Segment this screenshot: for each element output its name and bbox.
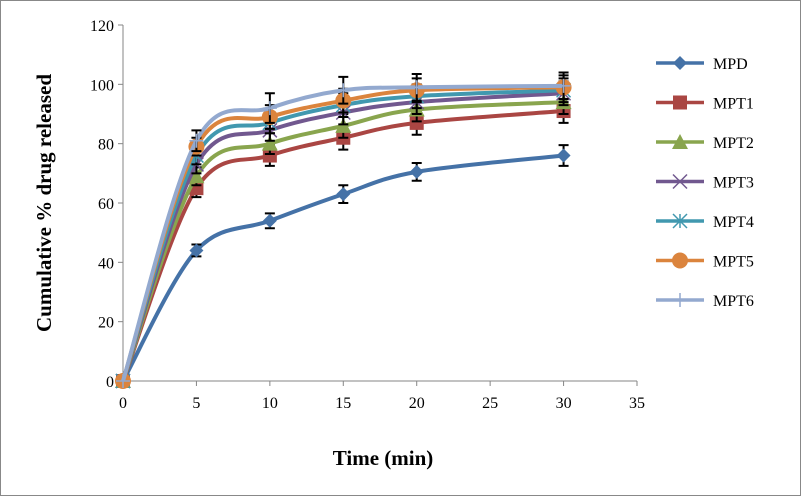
legend-label: MPT6 [713, 293, 754, 310]
series-line [121, 109, 564, 382]
series-line [121, 153, 564, 382]
legend-marker [672, 173, 688, 190]
legend-label: MPT4 [713, 214, 754, 231]
y-tick-label: 120 [90, 18, 114, 35]
data-point [261, 135, 278, 151]
legend-item: MPT1 [656, 95, 754, 113]
data-point [188, 168, 205, 184]
y-tick-label: 40 [98, 255, 114, 272]
x-tick-label: 20 [409, 395, 425, 412]
x-axis-label: Time (min) [333, 446, 434, 470]
legend-label: MPT1 [713, 96, 754, 113]
data-point [556, 148, 571, 163]
legend-item: MPT5 [656, 252, 754, 271]
data-point [409, 80, 424, 95]
series-mpt1 [116, 98, 571, 388]
data-point [409, 115, 424, 130]
data-point [409, 164, 424, 179]
x-tick-label: 15 [335, 395, 351, 412]
legend-item: MPD [656, 56, 748, 73]
data-point [262, 213, 277, 228]
x-tick-label: 5 [192, 395, 200, 412]
legend-label: MPT5 [713, 254, 754, 271]
x-tick-label: 0 [119, 395, 127, 412]
legend-marker [672, 134, 688, 149]
legend-item: MPT6 [656, 293, 754, 310]
series-line [121, 83, 564, 382]
legend-marker [672, 213, 688, 229]
data-point [262, 101, 277, 116]
x-tick-label: 35 [629, 395, 645, 412]
data-point [116, 374, 130, 388]
series-mpt6 [116, 71, 571, 388]
y-tick-label: 100 [90, 77, 114, 94]
data-point [262, 148, 277, 163]
y-tick-label: 20 [98, 315, 114, 332]
y-tick-label: 80 [98, 137, 114, 154]
legend-marker [673, 293, 687, 307]
legend-item: MPT3 [656, 173, 754, 192]
legend-item: MPT2 [656, 134, 754, 152]
data-point [336, 83, 351, 98]
legend-label: MPT3 [713, 175, 754, 192]
y-tick-label: 60 [98, 196, 114, 213]
data-point [189, 243, 204, 258]
x-tick-label: 25 [482, 395, 498, 412]
legend-marker [672, 252, 688, 269]
legend-item: MPT4 [656, 213, 754, 231]
legend-label: MPD [713, 56, 748, 73]
legend-marker [673, 56, 687, 70]
y-tick-label: 0 [106, 374, 114, 391]
data-point [556, 78, 571, 93]
series-line [121, 100, 564, 382]
series-mpt2 [115, 89, 572, 388]
y-axis-label: Cumulative % drug released [32, 74, 56, 332]
legend-marker [673, 95, 687, 110]
data-point [189, 133, 204, 148]
x-tick-label: 10 [262, 395, 278, 412]
x-tick-label: 30 [556, 395, 572, 412]
legend-label: MPT2 [713, 135, 754, 152]
data-point [336, 187, 351, 202]
